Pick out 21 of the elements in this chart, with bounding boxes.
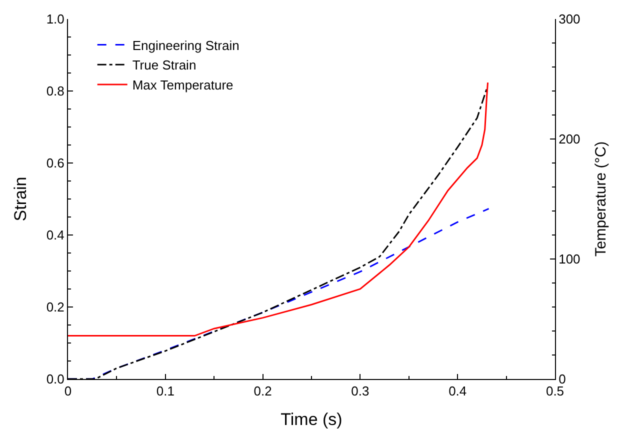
x-axis-title: Time (s) <box>280 410 342 429</box>
y-tick-label: 0.2 <box>46 300 64 315</box>
x-tick-label: 0.2 <box>254 384 272 399</box>
legend-label: Engineering Strain <box>132 38 240 53</box>
x-tick-label: 0.1 <box>156 384 174 399</box>
legend-label: True Strain <box>132 58 196 73</box>
y-tick-label: 0.8 <box>46 84 64 99</box>
y-tick-label: 0.4 <box>46 228 64 243</box>
y-tick-label: 0.0 <box>46 372 64 387</box>
y2-tick-label: 100 <box>558 252 580 267</box>
y2-axis-title: Temperature (°C) <box>592 141 610 257</box>
y-tick-label: 1.0 <box>46 12 64 27</box>
y-tick-label: 0.6 <box>46 156 64 171</box>
line-series <box>68 82 489 337</box>
x-tick-label: 0.4 <box>448 384 467 399</box>
x-tick-label: 0 <box>64 384 72 399</box>
x-tick-label: 0.3 <box>351 384 370 399</box>
legend-label: Max Temperature <box>132 78 234 93</box>
y2-tick-label: 300 <box>558 12 580 27</box>
y2-tick-label: 200 <box>558 132 580 147</box>
y-axis-title: Strain <box>10 176 30 222</box>
